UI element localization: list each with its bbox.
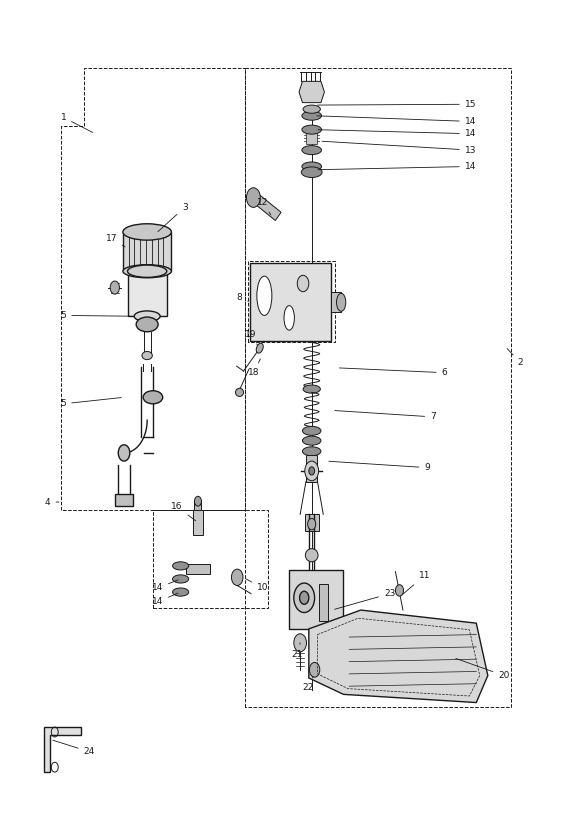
Bar bbox=[195, 500, 201, 510]
Circle shape bbox=[247, 188, 261, 208]
Text: 14: 14 bbox=[152, 593, 178, 606]
Bar bbox=[306, 131, 318, 143]
Text: 20: 20 bbox=[456, 658, 510, 680]
Text: 17: 17 bbox=[106, 234, 125, 247]
Text: 19: 19 bbox=[245, 330, 258, 346]
Text: 2: 2 bbox=[507, 349, 524, 368]
Ellipse shape bbox=[301, 167, 322, 177]
Circle shape bbox=[231, 569, 243, 586]
Circle shape bbox=[110, 281, 120, 294]
Bar bbox=[194, 510, 202, 535]
Ellipse shape bbox=[302, 111, 322, 120]
Ellipse shape bbox=[305, 549, 318, 562]
Text: 6: 6 bbox=[339, 368, 447, 377]
Text: 18: 18 bbox=[248, 359, 261, 377]
Ellipse shape bbox=[173, 562, 189, 570]
Ellipse shape bbox=[128, 265, 167, 278]
Ellipse shape bbox=[173, 588, 189, 596]
Text: 13: 13 bbox=[322, 141, 476, 155]
Circle shape bbox=[294, 634, 307, 652]
Polygon shape bbox=[251, 193, 281, 221]
Polygon shape bbox=[309, 610, 488, 703]
Ellipse shape bbox=[303, 447, 321, 456]
Text: 15: 15 bbox=[317, 100, 476, 109]
Bar bbox=[250, 263, 331, 341]
Circle shape bbox=[305, 461, 319, 480]
Bar bbox=[123, 232, 171, 271]
Ellipse shape bbox=[302, 125, 322, 134]
Circle shape bbox=[308, 518, 316, 530]
Ellipse shape bbox=[302, 146, 322, 155]
Circle shape bbox=[195, 496, 201, 506]
Polygon shape bbox=[299, 82, 324, 103]
Ellipse shape bbox=[303, 436, 321, 445]
Ellipse shape bbox=[173, 575, 189, 583]
Bar bbox=[331, 292, 341, 312]
Text: 14: 14 bbox=[152, 580, 178, 592]
Ellipse shape bbox=[134, 311, 160, 321]
Text: 5: 5 bbox=[61, 397, 121, 409]
Ellipse shape bbox=[303, 385, 321, 393]
Text: 9: 9 bbox=[329, 461, 430, 472]
Ellipse shape bbox=[303, 426, 321, 435]
Text: 11: 11 bbox=[403, 571, 430, 594]
Text: 21: 21 bbox=[292, 643, 303, 658]
Text: 14: 14 bbox=[318, 129, 476, 138]
Circle shape bbox=[300, 592, 309, 604]
Ellipse shape bbox=[143, 391, 163, 404]
Ellipse shape bbox=[303, 105, 321, 113]
Ellipse shape bbox=[118, 445, 130, 461]
Ellipse shape bbox=[136, 317, 158, 332]
Text: 7: 7 bbox=[335, 410, 436, 421]
Bar bbox=[115, 494, 133, 506]
Bar bbox=[187, 564, 209, 574]
Circle shape bbox=[309, 467, 315, 475]
Text: 5: 5 bbox=[61, 311, 132, 320]
Text: 10: 10 bbox=[245, 578, 268, 592]
Ellipse shape bbox=[257, 276, 272, 316]
Ellipse shape bbox=[142, 351, 152, 359]
Ellipse shape bbox=[123, 265, 171, 278]
Text: 23: 23 bbox=[335, 589, 395, 609]
Text: 12: 12 bbox=[257, 198, 271, 215]
Text: 8: 8 bbox=[237, 293, 248, 302]
Circle shape bbox=[297, 275, 309, 292]
Text: 16: 16 bbox=[171, 503, 196, 521]
Text: 1: 1 bbox=[61, 113, 93, 133]
Ellipse shape bbox=[123, 224, 171, 240]
Text: 14: 14 bbox=[317, 116, 476, 126]
Bar bbox=[319, 584, 328, 620]
Ellipse shape bbox=[236, 388, 244, 396]
Text: 14: 14 bbox=[318, 162, 476, 171]
Polygon shape bbox=[44, 727, 80, 772]
Bar bbox=[305, 514, 319, 531]
Circle shape bbox=[310, 662, 320, 677]
Ellipse shape bbox=[284, 306, 294, 330]
Text: 3: 3 bbox=[158, 203, 188, 232]
Ellipse shape bbox=[256, 343, 264, 353]
Circle shape bbox=[395, 585, 403, 596]
Ellipse shape bbox=[302, 162, 322, 171]
Text: 22: 22 bbox=[302, 677, 313, 692]
Text: 4: 4 bbox=[45, 498, 59, 507]
Text: 24: 24 bbox=[53, 740, 95, 756]
Ellipse shape bbox=[336, 293, 346, 311]
Bar bbox=[128, 271, 167, 316]
Bar bbox=[306, 456, 318, 481]
Circle shape bbox=[294, 583, 315, 612]
Bar bbox=[289, 570, 343, 629]
